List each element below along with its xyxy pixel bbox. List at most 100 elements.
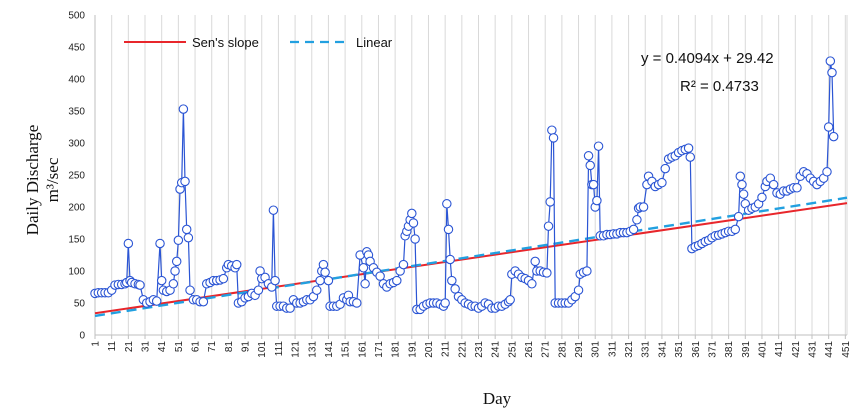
data-point (181, 224, 192, 235)
data-point (660, 163, 671, 174)
data-point (168, 279, 179, 289)
data-point (593, 141, 604, 151)
x-tick-label: 401 (757, 341, 768, 358)
data-point (352, 298, 362, 308)
x-tick-label: 271 (541, 341, 552, 358)
x-tick-label: 441 (824, 341, 835, 358)
data-point (218, 273, 229, 284)
data-point (315, 275, 325, 286)
data-point (768, 179, 779, 190)
y-tick-label: 450 (68, 43, 85, 54)
data-point (632, 215, 642, 225)
data-point (170, 266, 180, 276)
x-tick-label: 181 (391, 341, 402, 358)
x-tick-label: 31 (141, 341, 152, 353)
data-point (583, 151, 594, 161)
x-tick-label: 41 (157, 341, 168, 353)
data-point (253, 285, 264, 295)
data-point (123, 238, 134, 249)
y-tick-label: 400 (68, 75, 85, 86)
x-tick-label: 261 (524, 341, 535, 358)
x-tick-label: 81 (224, 341, 235, 353)
data-point (312, 285, 322, 295)
x-tick-label: 201 (424, 341, 435, 358)
x-tick-label: 301 (591, 341, 602, 358)
x-tick-label: 371 (707, 341, 718, 358)
data-point (268, 205, 279, 215)
x-tick-label: 131 (307, 341, 318, 358)
x-axis: 1 11 21 31 41 51 61 71 81 91 101 111 121 131 141 151 161… (91, 334, 851, 358)
data-point (358, 263, 369, 273)
data-point (443, 224, 454, 235)
data-point (135, 280, 145, 290)
data-point (543, 221, 554, 231)
data-point (657, 177, 667, 188)
legend: Sen's slope Linear (124, 35, 393, 50)
data-point (505, 295, 515, 305)
y-tick-label: 100 (68, 267, 85, 278)
legend-sens-slope-label: Sen's slope (192, 35, 259, 50)
data-point (592, 195, 602, 206)
data-point (588, 179, 599, 190)
x-tick-label: 251 (507, 341, 518, 358)
x-tick-label: 291 (574, 341, 585, 358)
x-tick-label: 361 (691, 341, 702, 358)
y-tick-label: 500 (68, 11, 85, 22)
data-point (198, 296, 209, 307)
y-axis-title: Daily Discharge m³/sec (23, 125, 62, 236)
data-point (178, 104, 189, 114)
data-point (638, 202, 649, 212)
data-point (757, 192, 767, 203)
discharge-line (94, 61, 835, 310)
x-tick-label: 161 (357, 341, 368, 358)
x-tick-label: 121 (291, 341, 302, 358)
x-tick-label: 431 (807, 341, 818, 358)
data-point (827, 67, 837, 78)
y-tick-label: 150 (68, 235, 85, 246)
data-point (318, 259, 329, 270)
x-tick-label: 171 (374, 341, 385, 358)
data-point (442, 199, 452, 209)
x-axis-title: Day (483, 389, 512, 408)
x-tick-label: 1 (91, 341, 102, 347)
data-point (828, 131, 839, 142)
data-point (545, 197, 555, 207)
data-point (582, 266, 592, 276)
x-tick-label: 61 (191, 341, 202, 353)
x-tick-label: 191 (407, 341, 418, 358)
x-tick-label: 51 (174, 341, 185, 353)
data-point (173, 235, 184, 246)
x-tick-label: 151 (341, 341, 352, 358)
x-tick-label: 421 (791, 341, 802, 358)
x-tick-label: 241 (491, 341, 502, 358)
data-point (822, 167, 832, 177)
data-point (738, 189, 749, 199)
y-axis-title-line1: Daily Discharge (23, 125, 42, 236)
data-point (151, 296, 162, 306)
x-tick-label: 411 (774, 341, 785, 357)
data-point (320, 267, 330, 278)
data-point (440, 298, 450, 308)
x-tick-label: 391 (741, 341, 752, 358)
y-tick-label: 50 (74, 299, 86, 310)
x-tick-label: 211 (441, 341, 452, 357)
x-tick-label: 231 (474, 341, 485, 358)
x-tick-label: 221 (457, 341, 468, 358)
x-tick-label: 111 (274, 341, 285, 357)
data-point (825, 56, 836, 66)
data-point (285, 303, 295, 313)
data-point (323, 275, 334, 286)
data-point (270, 275, 280, 286)
y-tick-label: 0 (79, 331, 85, 342)
data-point (185, 285, 195, 295)
x-tick-label: 281 (557, 341, 568, 358)
data-point (445, 254, 455, 265)
data-point (398, 259, 409, 270)
data-point (450, 284, 460, 294)
data-point (171, 256, 182, 267)
data-point (683, 143, 694, 153)
data-point (530, 256, 540, 267)
x-tick-label: 11 (107, 341, 118, 352)
x-tick-label: 21 (124, 341, 135, 353)
x-tick-label: 91 (241, 341, 252, 353)
